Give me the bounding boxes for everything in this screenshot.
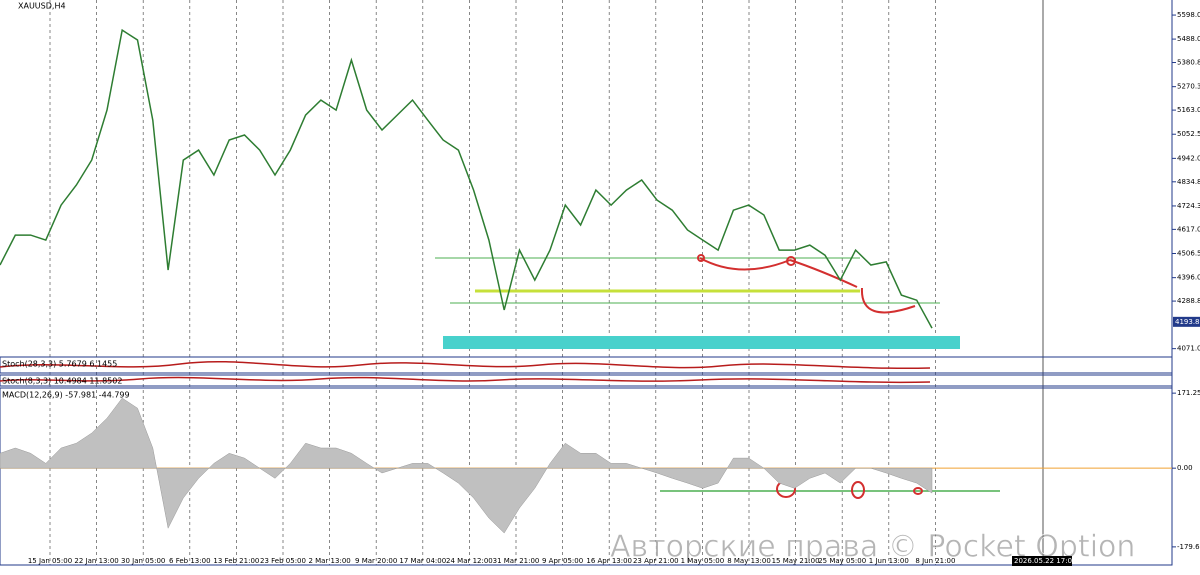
annotation-circle: [851, 481, 865, 499]
y-tick-label: 4396.05: [1177, 274, 1200, 282]
y-tick-label: 5163.00: [1177, 106, 1200, 114]
x-tick-label: 15 May 21:00: [772, 557, 820, 565]
cursor-time: 2026.05.22 17:00: [1014, 557, 1076, 565]
annotation-circle: [697, 254, 705, 262]
y-tick-label: 4834.80: [1177, 178, 1200, 186]
x-tick-label: 13 Feb 21:00: [213, 557, 259, 565]
current-price-label: 4193.80: [1175, 318, 1200, 326]
x-tick-label: 8 May 13:00: [727, 557, 771, 565]
x-tick-label: 25 May 05:00: [818, 557, 866, 565]
x-tick-label: 22 Jan 13:00: [74, 557, 118, 565]
x-tick-label: 8 Jun 21:00: [915, 557, 955, 565]
current-price-box: [1173, 316, 1200, 327]
annotation-circle: [913, 487, 923, 495]
y-tick-label: 4617.05: [1177, 225, 1200, 233]
cursor-time-box: [1012, 556, 1072, 566]
y-tick-label: 5270.30: [1177, 83, 1200, 91]
x-tick-label: 23 Feb 05:00: [260, 557, 306, 565]
support-zone: [443, 336, 960, 349]
x-tick-label: 9 Mar 20:00: [355, 557, 397, 565]
y-tick-label: -179.63: [1177, 543, 1200, 551]
y-tick-label: 4071.05: [1177, 345, 1200, 353]
chart-title: XAUUSD,H4: [18, 2, 66, 11]
y-tick-label: 5488.05: [1177, 35, 1200, 43]
x-tick-label: 30 Jan 05:00: [121, 557, 165, 565]
x-tick-label: 24 Mar 12:00: [446, 557, 493, 565]
stoch-line: [0, 376, 931, 384]
x-tick-label: 23 Apr 21:00: [633, 557, 679, 565]
macd-label: MACD(12,26,9) -57.981 -44.799: [2, 391, 130, 400]
x-tick-label: 2 Mar 13:00: [308, 557, 350, 565]
y-tick-label: 4942.05: [1177, 154, 1200, 162]
x-tick-label: 1 May 05:00: [681, 557, 725, 565]
watermark: Авторские права © Pocket Option: [610, 530, 1135, 565]
indicator-label: Stoch(8,3,3) 10.4984 11.8502: [2, 377, 122, 386]
y-tick-label: 4506.55: [1177, 250, 1200, 258]
x-tick-label: 1 Jun 13:00: [869, 557, 909, 565]
indicator-label: Stoch(28,3,3) 5.7679 6.1455: [2, 360, 117, 369]
x-tick-label: 17 Mar 04:00: [399, 557, 446, 565]
x-tick-label: 31 Mar 21:00: [493, 557, 540, 565]
macd-area: [0, 397, 933, 534]
y-tick-label: 4724.30: [1177, 202, 1200, 210]
x-tick-label: 9 Apr 05:00: [542, 557, 583, 565]
y-tick-label: 5052.55: [1177, 130, 1200, 138]
y-tick-label: 5380.80: [1177, 59, 1200, 67]
x-tick-label: 6 Feb 13:00: [169, 557, 210, 565]
stoch-line: [0, 360, 931, 369]
y-tick-label: 4288.80: [1177, 297, 1200, 305]
y-tick-label: 5598.05: [1177, 11, 1200, 19]
y-tick-label: 0.00: [1177, 464, 1193, 472]
annotation-circle: [786, 256, 796, 266]
price-line: [0, 28, 933, 329]
y-tick-label: 171.25: [1177, 389, 1200, 397]
x-tick-label: 16 Apr 13:00: [586, 557, 632, 565]
x-tick-label: 15 Jan 05:00: [28, 557, 72, 565]
